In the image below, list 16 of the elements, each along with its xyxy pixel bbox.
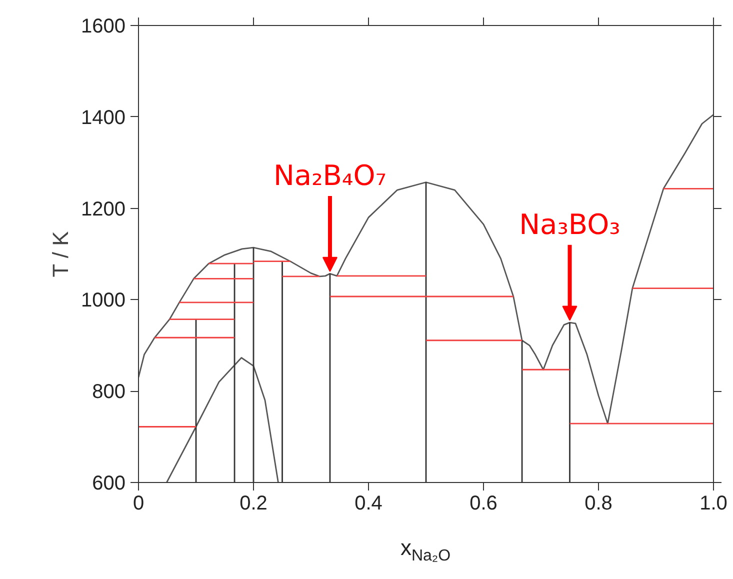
annotation: Na₂B₄O₇ xyxy=(273,158,386,192)
y-tick-label: 800 xyxy=(92,381,126,404)
x-tick-label: 0.6 xyxy=(470,492,498,514)
x-tick-label: 0.2 xyxy=(240,492,268,514)
y-axis-title: T / K xyxy=(48,230,74,278)
x-axis-title: x$_{Na₂O}$ xyxy=(400,534,451,566)
y-tick-label: 1600 xyxy=(81,16,126,38)
y-tick-label: 600 xyxy=(92,472,126,494)
y-tick-label: 1200 xyxy=(81,198,126,220)
y-tick-label: 1000 xyxy=(81,290,126,312)
x-tick-label: 0.8 xyxy=(584,492,612,514)
x-tick-label: 0.4 xyxy=(354,492,382,514)
annotation: Na₃BO₃ xyxy=(519,208,620,241)
x-tick-label: 1.0 xyxy=(700,492,728,514)
x-tick-label: 0 xyxy=(132,492,144,514)
y-tick-label: 1400 xyxy=(81,106,126,129)
